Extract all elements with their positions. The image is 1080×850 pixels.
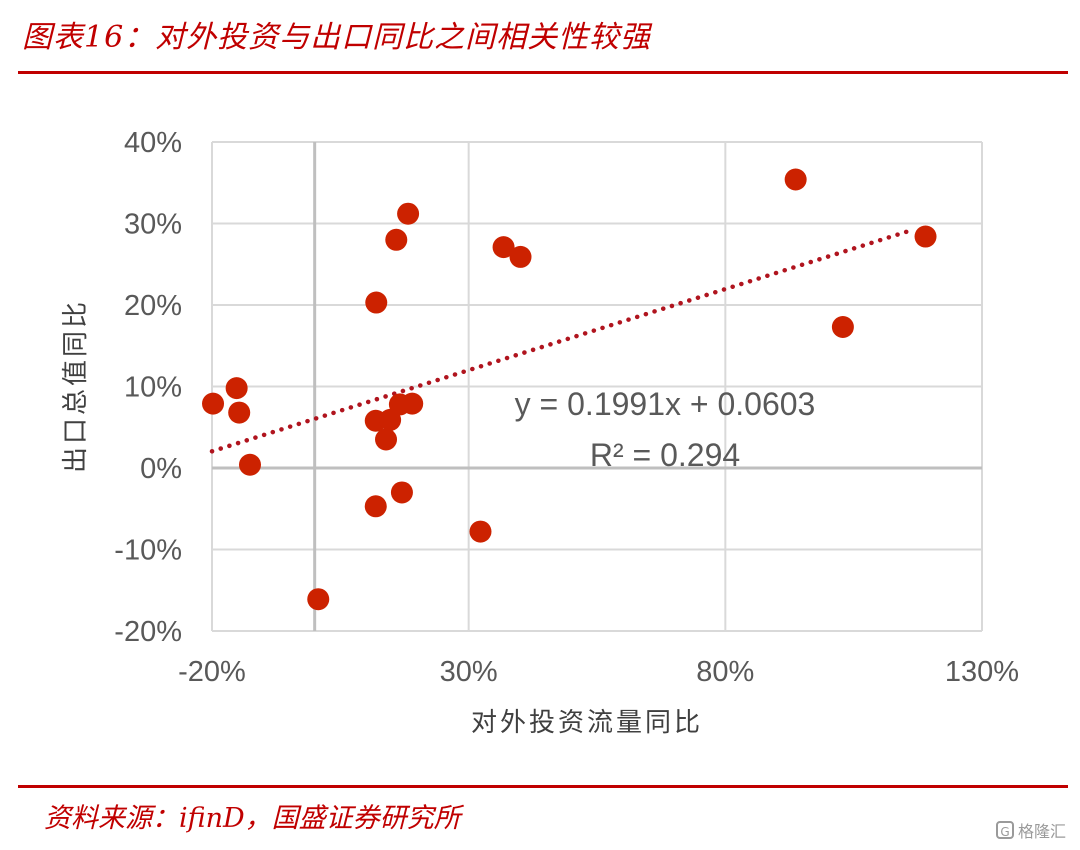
chart-title: 图表16：对外投资与出口同比之间相关性较强 [22,20,652,55]
data-point [385,228,408,251]
data-point [509,245,532,268]
data-point [364,495,387,518]
data-point [390,481,413,504]
x-axis-title: 对外投资流量同比 [471,708,703,738]
y-tick-labels: -20% -10% 0% 10% 20% 30% 40% [114,127,182,648]
y-tick-label: 40% [124,127,182,159]
data-point [307,588,330,611]
data-point [238,453,261,476]
x-tick-labels: -20% 30% 80% 130% [178,656,1019,688]
data-point [831,316,854,339]
data-point [784,168,807,191]
data-point [375,428,398,451]
data-point [365,291,388,314]
data-point [202,392,225,415]
y-tick-label: 30% [124,209,182,241]
header-rule [18,71,1068,74]
y-axis-title: 出口总值同比 [61,299,91,473]
x-tick-label: 80% [696,656,754,688]
trendline-equation: y = 0.1991x + 0.0603 [515,386,816,422]
source-note: 资料来源：ifinD，国盛证券研究所 [44,803,461,834]
gridlines [211,141,983,632]
x-tick-label: -20% [178,656,246,688]
x-tick-label: 30% [440,656,498,688]
footer-rule [18,785,1068,788]
watermark: G 格隆汇 [995,818,1066,842]
data-point [228,401,251,424]
y-tick-label: 0% [140,453,182,485]
trendline [209,228,913,454]
data-point [401,392,424,415]
data-points [202,168,937,611]
watermark-label: 格隆汇 [1017,822,1066,841]
y-tick-label: -10% [114,535,182,567]
scatter-chart: -20% -10% 0% 10% 20% 30% 40% -20% 30% 80% 130% y … [61,127,1019,738]
g-logo-icon: G [995,821,1014,839]
x-tick-label: 130% [945,656,1019,688]
trendline-r2: R² = 0.294 [590,437,740,473]
y-tick-label: 10% [124,372,182,404]
y-tick-label: -20% [114,616,182,648]
data-point [469,520,492,543]
y-tick-label: 20% [124,290,182,322]
data-point [225,377,248,400]
data-point [914,225,937,248]
data-point [492,236,515,259]
data-point [397,202,420,225]
